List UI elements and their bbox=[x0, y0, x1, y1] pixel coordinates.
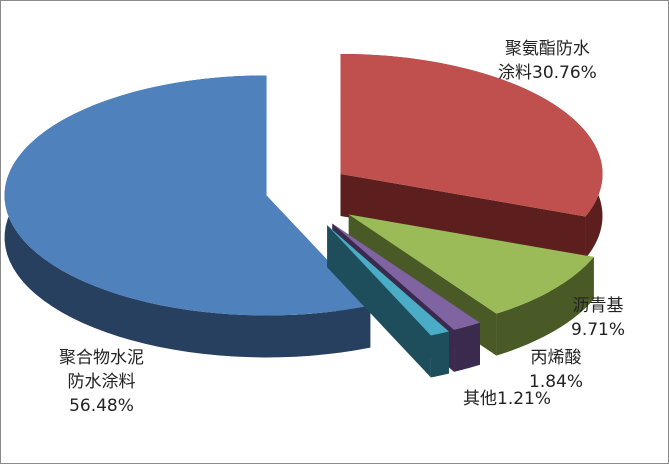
slice-0 bbox=[340, 53, 603, 259]
slice-side bbox=[496, 256, 594, 356]
label-line: 沥青基 bbox=[572, 296, 624, 316]
slice-top bbox=[4, 75, 371, 316]
label-line: 聚合物水泥 bbox=[59, 348, 144, 368]
slice-3 bbox=[327, 225, 449, 378]
label-asphalt: 沥青基 9.71% bbox=[571, 294, 625, 342]
slice-side bbox=[430, 331, 449, 378]
label-line: 丙烯酸 bbox=[530, 348, 582, 368]
slice-wall bbox=[340, 173, 586, 259]
label-polymer-cement: 聚合物水泥 防水涂料 56.48% bbox=[59, 346, 144, 418]
label-other: 其他1.21% bbox=[463, 387, 551, 411]
label-polyurethane: 聚氨酯防水 涂料30.76% bbox=[498, 37, 597, 85]
slice-4 bbox=[4, 75, 371, 358]
label-line: 涂料30.76% bbox=[498, 63, 597, 83]
label-line: 防水涂料 bbox=[67, 372, 136, 392]
slice-wall bbox=[327, 225, 431, 378]
label-line: 1.84% bbox=[529, 372, 584, 392]
slice-top bbox=[348, 214, 594, 314]
slice-top bbox=[327, 225, 449, 336]
label-acrylic: 丙烯酸 1.84% bbox=[529, 346, 583, 394]
slice-top bbox=[332, 223, 480, 330]
label-line: 其他1.21% bbox=[463, 389, 552, 409]
slice-side bbox=[454, 322, 480, 372]
slice-top bbox=[340, 53, 603, 217]
label-line: 56.48% bbox=[69, 396, 134, 416]
label-line: 9.71% bbox=[571, 320, 626, 340]
label-line: 聚氨酯防水 bbox=[504, 39, 590, 59]
